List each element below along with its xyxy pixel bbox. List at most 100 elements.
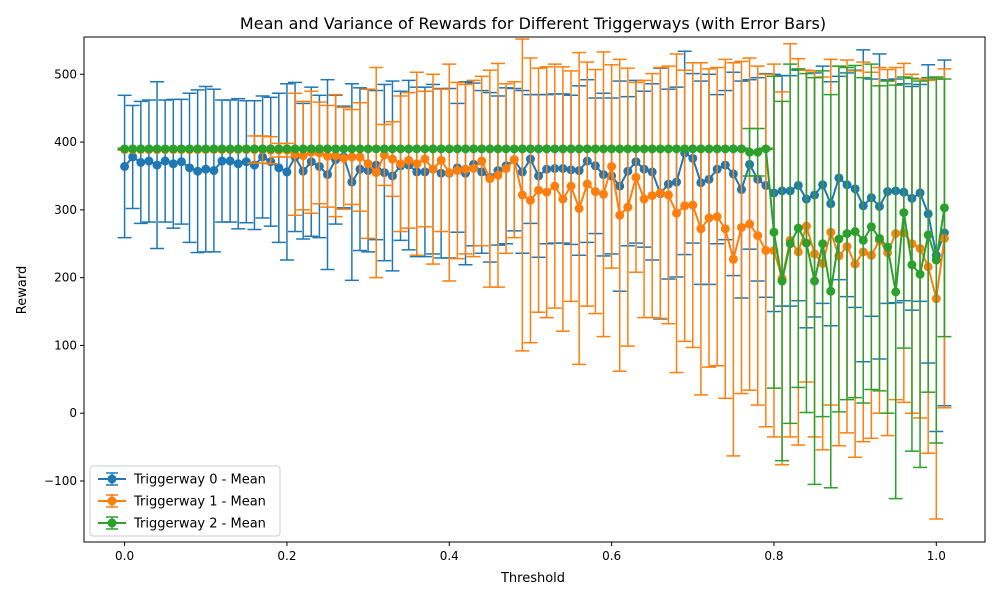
data-point [363, 144, 373, 154]
data-point [160, 144, 170, 154]
y-axis-title: Reward [15, 266, 30, 314]
data-point [379, 144, 389, 154]
data-point [696, 224, 706, 234]
data-point [842, 229, 852, 239]
data-point [501, 144, 511, 154]
data-point [631, 172, 641, 182]
data-point [891, 287, 901, 297]
data-point [266, 144, 276, 154]
data-point [193, 166, 203, 176]
data-point [801, 238, 811, 248]
data-point [874, 233, 884, 243]
data-point [193, 144, 203, 154]
data-point [461, 164, 471, 174]
data-point [712, 144, 722, 154]
data-point [688, 200, 698, 210]
data-point [274, 144, 284, 154]
data-point [128, 144, 138, 154]
data-point [663, 144, 673, 154]
data-point [850, 227, 860, 237]
data-point [282, 167, 292, 177]
chart-title: Mean and Variance of Rewards for Differe… [240, 14, 826, 33]
data-point [233, 159, 243, 169]
data-point [420, 154, 430, 164]
data-point [282, 144, 292, 154]
data-point [144, 144, 154, 154]
data-point [469, 164, 479, 174]
data-point [209, 144, 219, 154]
data-point [525, 144, 535, 154]
data-point [298, 144, 308, 154]
data-point [493, 170, 503, 180]
data-point [396, 144, 406, 154]
x-tick-label: 0.2 [277, 549, 296, 563]
data-point [120, 161, 130, 171]
data-point [728, 144, 738, 154]
data-point [136, 144, 146, 154]
data-point [128, 152, 138, 162]
data-point [704, 144, 714, 154]
data-point [639, 144, 649, 154]
y-tick-label: 0 [69, 406, 77, 420]
data-point [517, 144, 527, 154]
data-point [704, 213, 714, 223]
data-point [655, 144, 665, 154]
data-point [542, 187, 552, 197]
data-point [298, 151, 308, 161]
data-point [509, 144, 519, 154]
data-point [485, 144, 495, 154]
data-point [923, 230, 933, 240]
data-point [598, 144, 608, 154]
data-point [542, 144, 552, 154]
data-point [720, 144, 730, 154]
data-point [249, 144, 259, 154]
data-point [761, 246, 771, 256]
data-point [639, 194, 649, 204]
data-point [355, 152, 365, 162]
legend-label: Triggerway 1 - Mean [133, 495, 266, 510]
data-point [120, 144, 130, 154]
data-point [834, 234, 844, 244]
data-point [201, 144, 211, 154]
x-axis: 0.0 0.2 0.4 0.6 0.8 1.0 [115, 542, 946, 563]
data-point [428, 164, 438, 174]
data-point [688, 144, 698, 154]
y-tick-label: 400 [54, 135, 77, 149]
data-point [672, 208, 682, 218]
data-point [623, 202, 633, 212]
data-point [404, 155, 414, 165]
data-point [323, 144, 333, 154]
y-tick-label: 100 [54, 338, 77, 352]
legend-entry: Triggerway 0 - Mean [98, 472, 266, 488]
y-tick-label: 500 [54, 67, 77, 81]
legend-box [89, 465, 281, 537]
data-point [241, 144, 251, 154]
plot-area [117, 38, 952, 520]
data-point [761, 144, 771, 154]
data-point [826, 286, 836, 296]
data-point [590, 187, 600, 197]
data-point [745, 219, 755, 229]
data-point [387, 144, 397, 154]
data-point [404, 144, 414, 154]
data-point [396, 159, 406, 169]
data-point [598, 189, 608, 199]
data-point [371, 168, 381, 178]
data-point [623, 144, 633, 154]
data-point [866, 222, 876, 232]
data-point [201, 164, 211, 174]
data-point [501, 164, 511, 174]
data-point [209, 166, 219, 176]
data-point [152, 160, 162, 170]
data-point [907, 260, 917, 270]
data-point [525, 195, 535, 205]
data-point [915, 269, 925, 279]
data-point [217, 156, 227, 166]
data-point [899, 208, 909, 218]
data-point [558, 144, 568, 154]
data-point [607, 144, 617, 154]
data-point [534, 144, 544, 154]
data-point [323, 151, 333, 161]
y-axis: −100 0 100 200 300 400 500 [44, 67, 84, 488]
data-point [339, 144, 349, 154]
